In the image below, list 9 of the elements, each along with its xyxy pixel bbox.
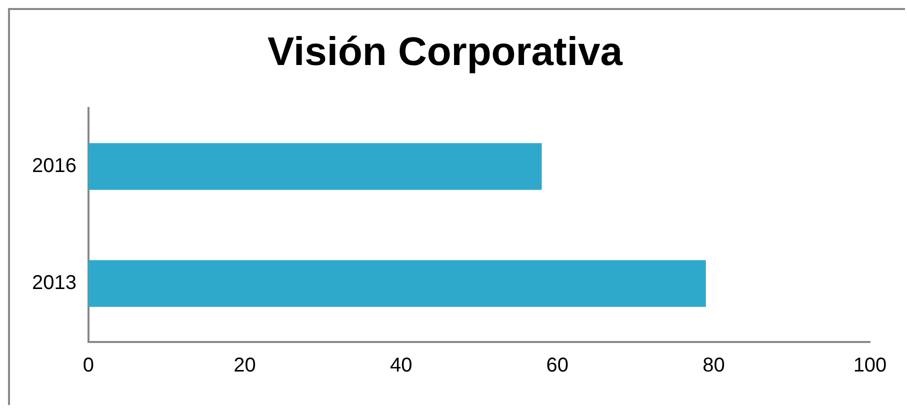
x-tick-label: 60 xyxy=(546,354,569,377)
y-tick-label: 2016 xyxy=(32,155,76,178)
y-tick-label: 2013 xyxy=(32,272,76,294)
x-tick-label: 80 xyxy=(702,354,725,377)
chart-title: Visión Corporativa xyxy=(268,30,624,74)
x-tick-label: 0 xyxy=(82,354,94,377)
x-tick-label: 100 xyxy=(853,354,887,377)
x-tick-label: 20 xyxy=(234,354,256,377)
x-tick-label: 40 xyxy=(390,354,412,377)
